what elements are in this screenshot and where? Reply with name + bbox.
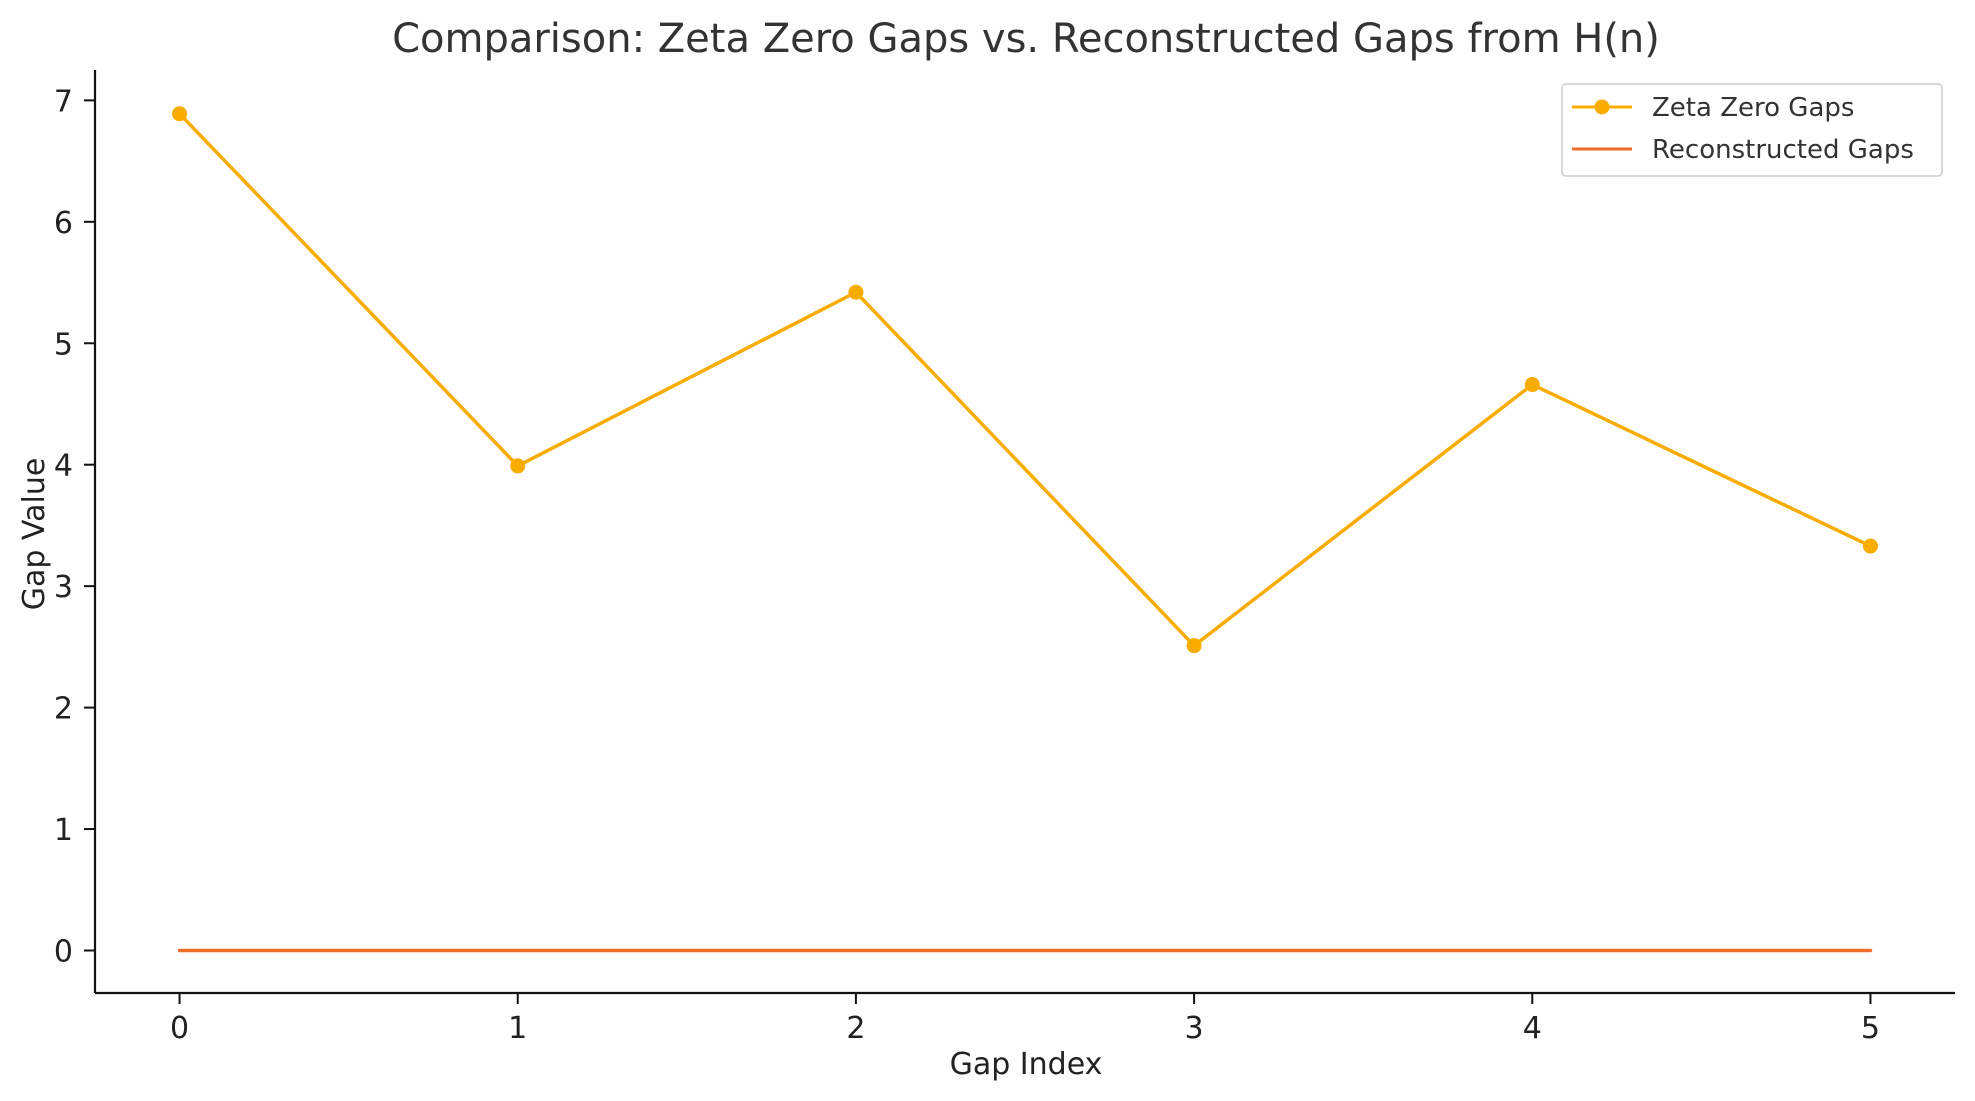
data-point-zeta-zero-gaps (1186, 638, 1202, 654)
y-tick-label: 4 (54, 449, 73, 484)
y-tick-label: 0 (54, 934, 73, 969)
legend: Zeta Zero Gaps Reconstructed Gaps (1561, 83, 1943, 177)
legend-label-zeta-zero-gaps: Zeta Zero Gaps (1652, 93, 1854, 123)
series-line-zeta-zero-gaps (177, 111, 1873, 648)
y-tick-label: 2 (54, 692, 73, 727)
x-tick-label: 4 (1523, 1011, 1542, 1046)
legend-box (1561, 83, 1943, 177)
data-point-zeta-zero-gaps (510, 458, 526, 474)
legend-label-reconstructed-gaps: Reconstructed Gaps (1652, 135, 1914, 165)
data-point-zeta-zero-gaps (848, 284, 864, 300)
x-tick-label: 2 (846, 1011, 865, 1046)
chart-title: Comparison: Zeta Zero Gaps vs. Reconstru… (392, 16, 1660, 62)
x-axis-label: Gap Index (950, 1047, 1103, 1082)
x-tick-label: 0 (170, 1011, 189, 1046)
y-tick-label: 3 (54, 570, 73, 605)
x-tick-label: 3 (1185, 1011, 1204, 1046)
x-tick-label: 5 (1861, 1011, 1880, 1046)
y-tick-label: 1 (54, 813, 73, 848)
legend-marker-zeta-zero-gaps (1594, 99, 1610, 115)
y-tick-label: 7 (54, 84, 73, 119)
plot-area: 0 1 2 3 4 5 0 1 2 3 4 5 6 7 (54, 70, 1955, 1046)
data-point-zeta-zero-gaps (172, 106, 188, 122)
y-tick-label: 6 (54, 206, 73, 241)
data-point-zeta-zero-gaps (1524, 377, 1540, 393)
x-tick-label: 1 (508, 1011, 527, 1046)
y-axis-label: Gap Value (17, 458, 52, 611)
y-tick-label: 5 (54, 327, 73, 362)
data-point-zeta-zero-gaps (1862, 538, 1878, 554)
